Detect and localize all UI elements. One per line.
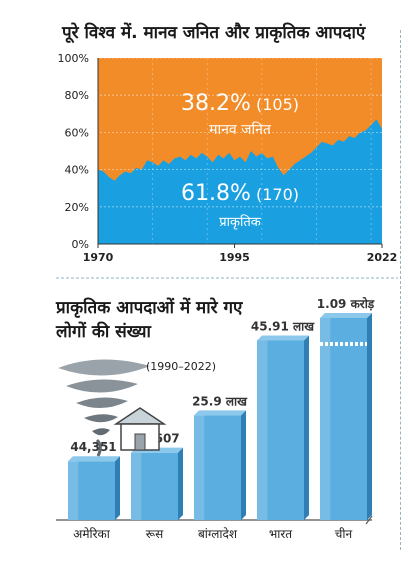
area-natural [98,119,382,244]
bar-side [367,313,372,520]
bar-value-label: 45.91 लाख [251,320,315,334]
tornado-swirl [92,428,110,436]
baseline-break [365,515,373,525]
y-tick-label: 100% [58,52,89,65]
bar-group: 44,351 अमेरिका [68,440,120,541]
natural-summary: 61.8% (170) [181,181,299,206]
bar-top [257,335,309,341]
bar-value-label: 44,351 [70,440,116,454]
tornado-swirl [84,414,118,423]
tornado-swirl [66,379,138,393]
bar-category-label: चीन [335,527,353,541]
bar-side [304,335,309,520]
bar-top [320,313,372,318]
y-tick-label: 20% [65,201,89,214]
house-icon [113,407,167,451]
house-roof [113,407,167,425]
y-tick-label: 60% [65,126,89,139]
x-tick-label: 1970 [83,251,114,264]
bar-category-label: अमेरिका [73,527,111,541]
x-tick-label: 2022 [367,251,398,264]
bar-highlight [257,340,268,520]
natural-percent: 61.8% [181,181,251,206]
bar-highlight [194,415,205,520]
bar-value-label: 1.09 करोड़ [317,297,375,311]
bar [257,340,304,520]
bar [131,452,178,520]
x-tick-label: 1995 [219,251,250,264]
y-tick-label: 40% [65,164,89,177]
natural-label: प्राकृतिक [219,214,262,230]
bar-highlight [68,461,79,520]
bar-top [68,456,120,462]
bar-group: 25.9 लाख बांग्लादेश [192,394,248,541]
bar [68,461,115,520]
human-made-count: (105) [256,95,299,114]
bar-group: 45.91 लाख भारत [251,320,315,541]
bar-category-label: भारत [269,527,293,541]
page-divider [400,30,401,550]
y-tick-label: 0% [72,238,89,251]
bar-side [115,456,120,520]
bar-group: 1.09 करोड़ चीन [317,297,375,541]
bar-value-label: 25.9 लाख [192,394,248,408]
bar-side [178,447,183,520]
tornado-icon [58,359,150,457]
bar-category-label: बांग्लादेश [198,527,238,541]
tornado-swirl [76,397,128,409]
human-made-summary: 38.2% (105) [181,91,299,116]
bar-category-label: रूस [146,527,164,541]
y-tick-label: 80% [65,89,89,102]
bar-chart-period: (1990–2022) [146,360,217,373]
tornado-tail [95,438,102,457]
bar-side [241,410,246,520]
human-made-percent: 38.2% [181,91,251,116]
bar-highlight [320,318,331,520]
tornado-swirl [58,359,150,376]
bar-top [194,410,246,416]
bar-highlight [131,452,142,520]
area-chart-title: पूरे विश्व में. मानव जनित और प्राकृतिक आ… [62,23,366,43]
house-door [134,433,146,451]
bar-chart-title: प्राकृतिक आपदाओं में मारे गए लोगों की सं… [56,298,243,342]
bar [194,415,241,520]
human-made-label: मानव जनित [209,121,272,138]
natural-count: (170) [256,185,299,204]
bar [320,318,367,520]
